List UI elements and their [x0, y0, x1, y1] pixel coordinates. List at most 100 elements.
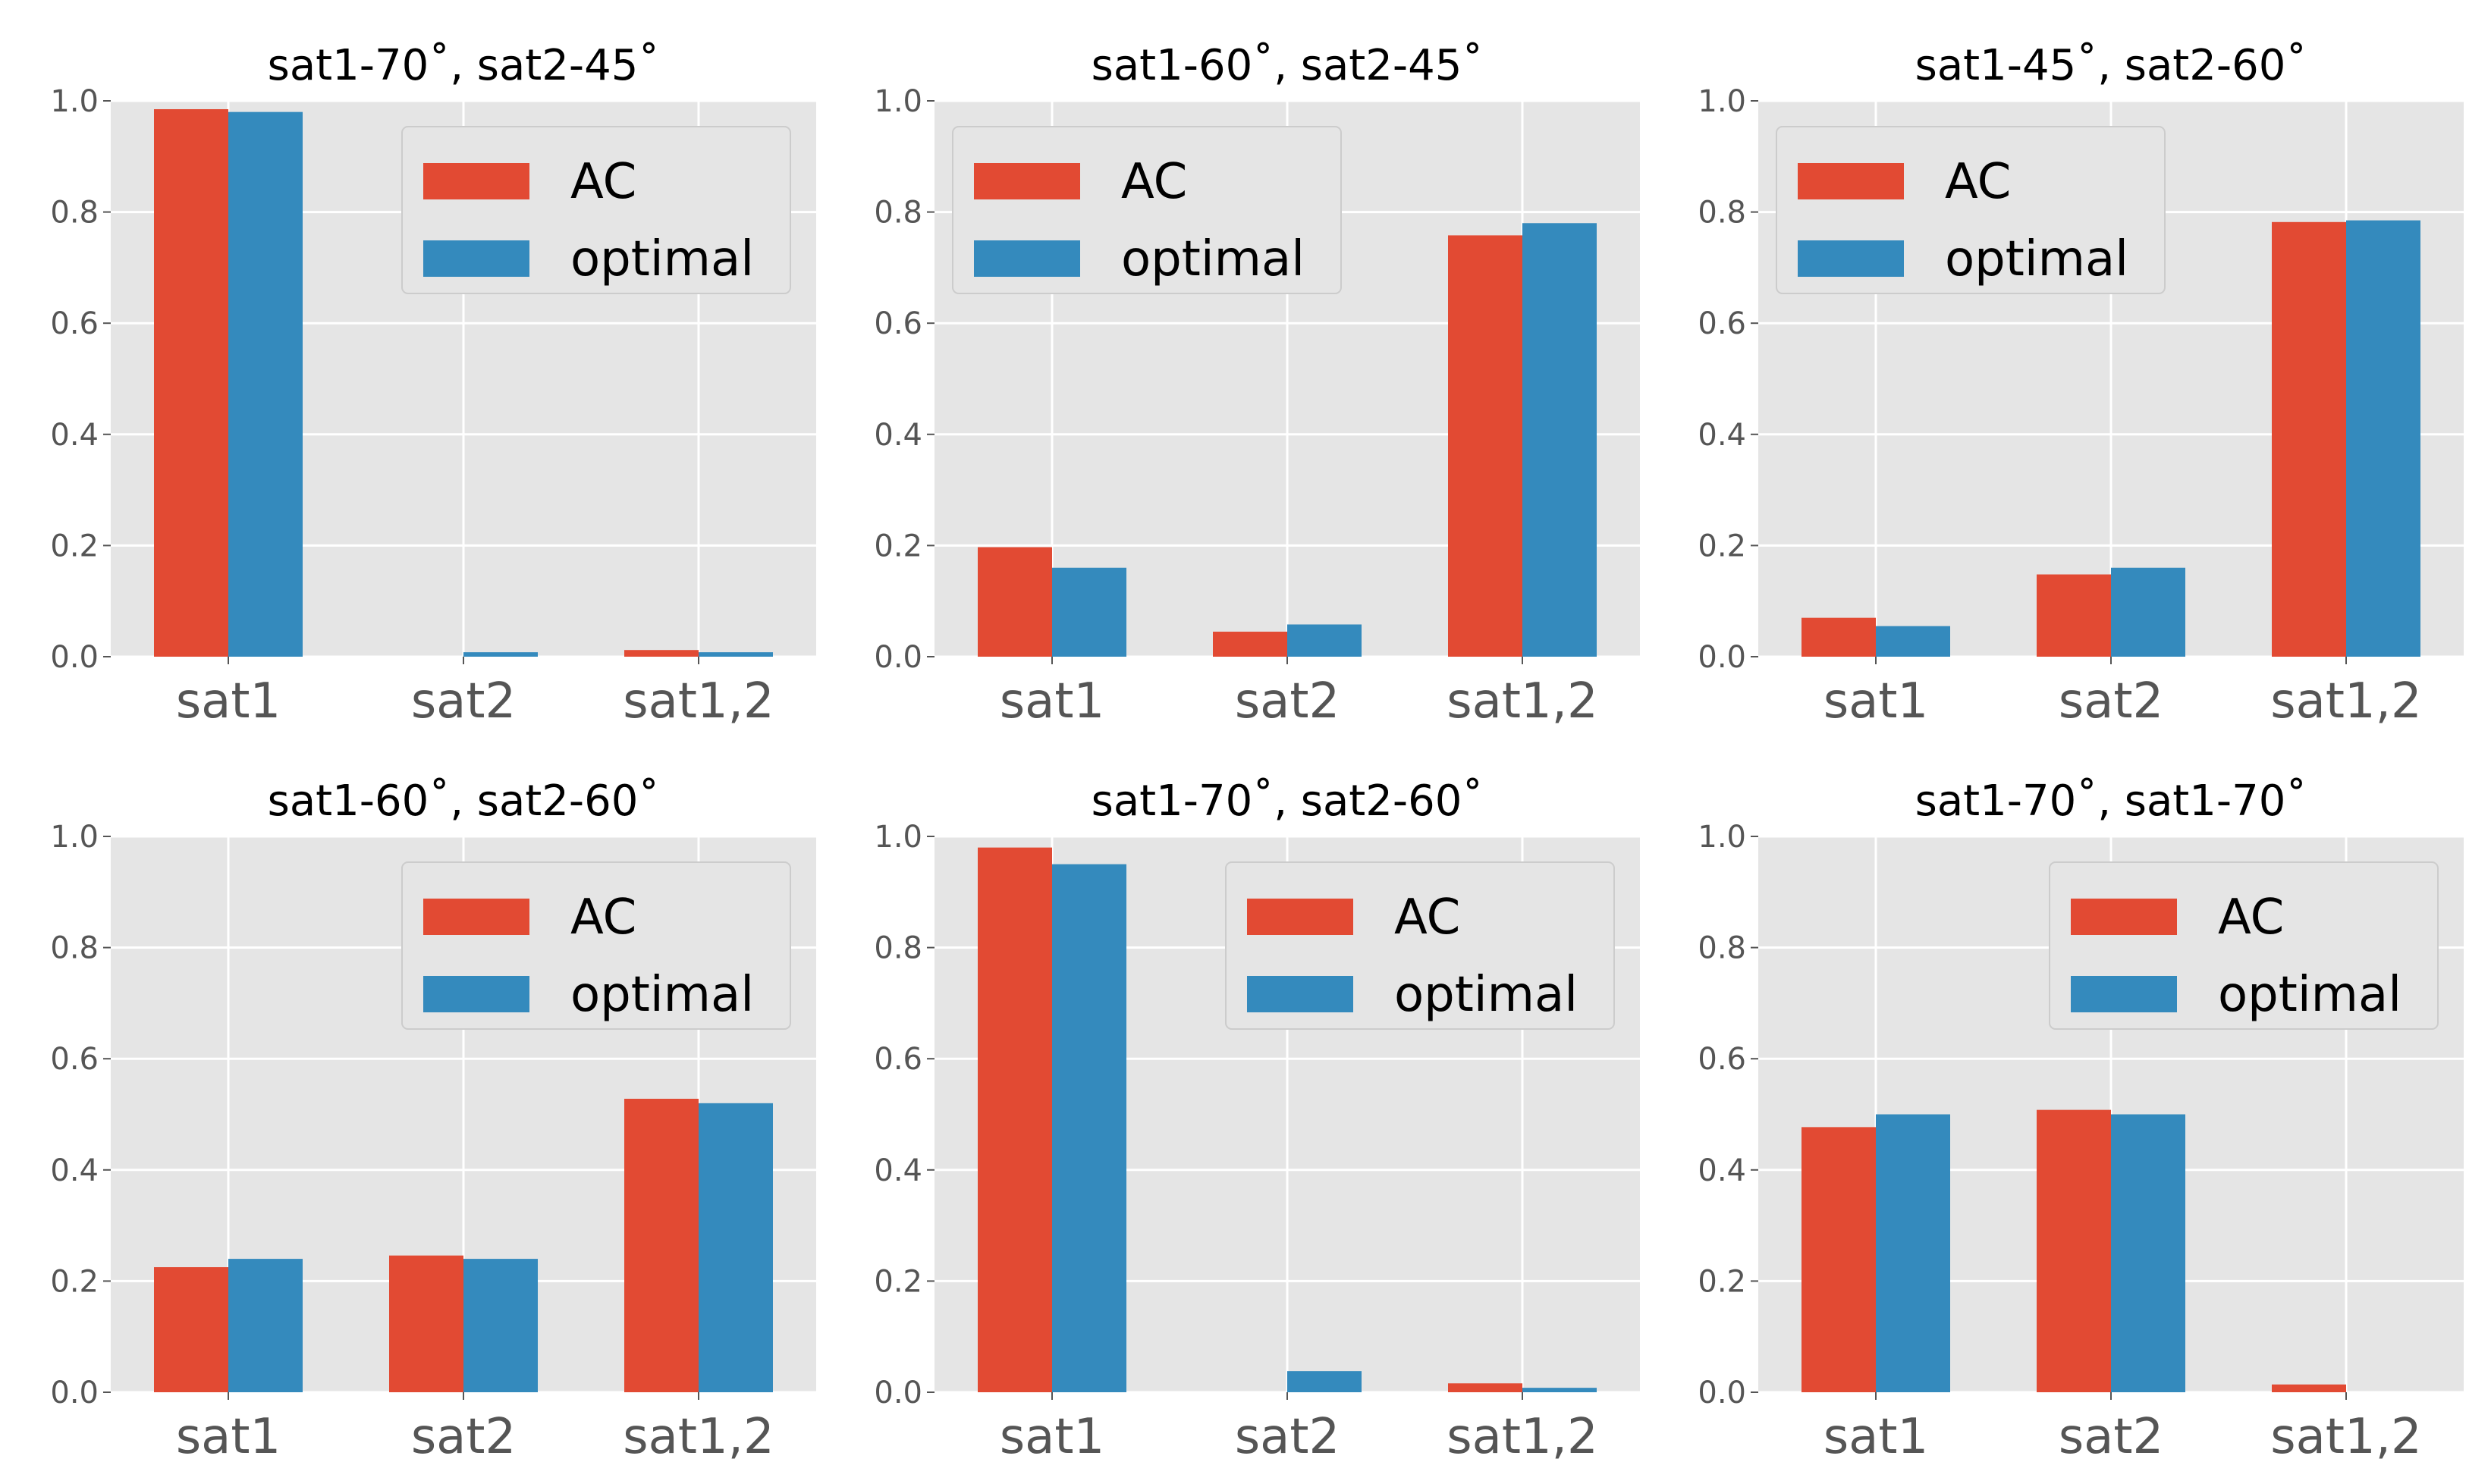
ytick-label: 1.0	[50, 820, 99, 855]
chart-title: sat1-70˚, sat1-70˚	[1915, 777, 2307, 826]
legend-swatch-optimal	[974, 240, 1080, 277]
bar-ac-sat1	[1801, 1127, 1876, 1392]
legend: AC optimal	[401, 861, 791, 1030]
bar-ac-sat1-2	[624, 650, 699, 657]
chart-panel-1: 0.0 0.2 0.4 0.6 0.8 1.0 sat1 sat2 sat1,2 sat1-70˚…	[50, 41, 816, 729]
ytick-label: 0.4	[50, 1153, 99, 1188]
bar-optimal-sat1	[1876, 1114, 1950, 1392]
chart-panel-3: 0.0 0.2 0.4 0.6 0.8 1.0 sat1 sat2 sat1,2 sat1-45˚…	[1698, 41, 2464, 729]
legend-label-ac: AC	[1121, 154, 1187, 210]
ytick-label: 0.4	[50, 418, 99, 453]
legend-label-optimal: optimal	[570, 231, 754, 287]
legend: AC optimal	[952, 126, 1342, 294]
legend-label-ac: AC	[1394, 889, 1460, 946]
chart-title: sat1-60˚, sat2-45˚	[1092, 41, 1484, 90]
chart-title: sat1-70˚, sat2-60˚	[1092, 777, 1484, 826]
ytick-label: 1.0	[1698, 84, 1746, 119]
legend-label-optimal: optimal	[570, 967, 754, 1023]
legend-swatch-ac	[1798, 163, 1904, 199]
xtick-label: sat1	[1823, 673, 1928, 729]
bar-optimal-sat1-2	[699, 652, 773, 657]
bar-optimal-sat1	[1876, 626, 1950, 657]
legend: AC optimal	[1776, 126, 2166, 294]
xtick-label: sat1,2	[2270, 1409, 2421, 1465]
bar-ac-sat1	[978, 847, 1052, 1392]
legend: AC optimal	[2049, 861, 2439, 1030]
ytick-label: 0.4	[874, 418, 922, 453]
legend: AC optimal	[1225, 861, 1615, 1030]
ytick-label: 0.0	[874, 1376, 922, 1410]
bar-ac-sat2	[389, 1255, 463, 1392]
ytick-label: 0.4	[1698, 418, 1746, 453]
ytick-label: 0.8	[1698, 931, 1746, 966]
xtick-label: sat1	[176, 673, 281, 729]
bar-ac-sat1	[154, 108, 228, 657]
ytick-label: 0.0	[50, 1376, 99, 1410]
bar-ac-sat1-2	[2272, 221, 2346, 657]
legend-swatch-ac	[974, 163, 1080, 199]
bar-ac-sat1	[978, 547, 1052, 657]
chart-title: sat1-45˚, sat2-60˚	[1915, 41, 2307, 90]
legend-label-ac: AC	[1945, 154, 2011, 210]
xtick-label: sat2	[411, 1409, 516, 1465]
ytick-label: 0.0	[50, 640, 99, 675]
chart-title: sat1-70˚, sat2-45˚	[268, 41, 660, 90]
bar-ac-sat1	[1801, 617, 1876, 657]
bar-optimal-sat1-2	[1522, 223, 1597, 657]
xtick-label: sat1	[1000, 673, 1104, 729]
bar-ac-sat1-2	[2272, 1384, 2346, 1392]
bar-ac-sat1-2	[1448, 235, 1522, 657]
ytick-label: 0.0	[874, 640, 922, 675]
legend-label-optimal: optimal	[2218, 967, 2401, 1023]
legend-swatch-ac	[423, 899, 529, 935]
bar-optimal-sat1	[228, 111, 303, 657]
bar-optimal-sat2	[463, 1259, 538, 1392]
xtick-label: sat1	[1000, 1409, 1104, 1465]
xtick-label: sat2	[2059, 1409, 2163, 1465]
ytick-label: 0.6	[50, 1042, 99, 1077]
ytick-label: 0.6	[50, 306, 99, 341]
ytick-label: 0.8	[1698, 196, 1746, 231]
legend-label-optimal: optimal	[1121, 231, 1305, 287]
xtick-label: sat2	[2059, 673, 2163, 729]
bar-ac-sat2	[1213, 632, 1287, 657]
bar-optimal-sat2	[2111, 1114, 2185, 1392]
bar-optimal-sat1-2	[699, 1103, 773, 1392]
bar-ac-sat1	[154, 1267, 228, 1392]
legend-swatch-optimal	[1247, 976, 1353, 1012]
legend-label-optimal: optimal	[1394, 967, 1578, 1023]
legend-label-ac: AC	[2218, 889, 2284, 946]
ytick-label: 0.6	[1698, 306, 1746, 341]
bar-optimal-sat2	[2111, 567, 2185, 657]
chart-panel-2: 0.0 0.2 0.4 0.6 0.8 1.0 sat1 sat2 sat1,2 sat1-60˚…	[874, 41, 1640, 729]
ytick-label: 0.0	[1698, 1376, 1746, 1410]
legend-label-ac: AC	[570, 154, 636, 210]
legend-swatch-ac	[423, 163, 529, 199]
bar-optimal-sat1-2	[1522, 1388, 1597, 1392]
bar-optimal-sat2	[1287, 624, 1362, 657]
xtick-label: sat1,2	[2270, 673, 2421, 729]
chart-title: sat1-60˚, sat2-60˚	[268, 777, 660, 826]
ytick-label: 0.2	[874, 1264, 922, 1299]
ytick-label: 0.2	[1698, 1264, 1746, 1299]
chart-panel-4: 0.0 0.2 0.4 0.6 0.8 1.0 sat1 sat2 sat1,2 sat1-60˚…	[50, 777, 816, 1465]
bar-optimal-sat2	[463, 652, 538, 657]
legend-swatch-ac	[2071, 899, 2177, 935]
ytick-label: 0.4	[874, 1153, 922, 1188]
ytick-label: 0.4	[1698, 1153, 1746, 1188]
ytick-label: 0.6	[1698, 1042, 1746, 1077]
legend-label-ac: AC	[570, 889, 636, 946]
legend-swatch-optimal	[423, 976, 529, 1012]
ytick-label: 0.6	[874, 306, 922, 341]
bar-optimal-sat1	[1052, 864, 1126, 1392]
bar-optimal-sat2	[1287, 1371, 1362, 1392]
xtick-label: sat1	[176, 1409, 281, 1465]
xtick-label: sat2	[1235, 1409, 1340, 1465]
xtick-label: sat1,2	[623, 673, 774, 729]
ytick-label: 0.8	[50, 196, 99, 231]
xtick-label: sat1,2	[1447, 673, 1597, 729]
xtick-label: sat1,2	[623, 1409, 774, 1465]
legend: AC optimal	[401, 126, 791, 294]
legend-swatch-ac	[1247, 899, 1353, 935]
